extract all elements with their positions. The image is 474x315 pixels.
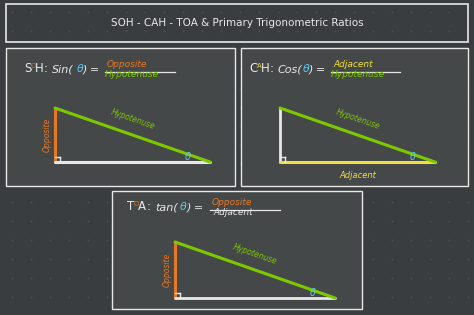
Text: θ: θ xyxy=(410,152,416,162)
Text: θ: θ xyxy=(310,288,316,298)
Text: Cos(: Cos( xyxy=(278,64,302,74)
Text: Hypotenuse: Hypotenuse xyxy=(334,107,381,131)
Bar xyxy=(112,191,362,309)
Text: Opposite: Opposite xyxy=(163,253,172,287)
Bar xyxy=(241,48,468,186)
Text: SOH - CAH - TOA & Primary Trigonometric Ratios: SOH - CAH - TOA & Primary Trigonometric … xyxy=(111,18,363,28)
Text: tan(: tan( xyxy=(155,202,178,212)
Text: Opposite: Opposite xyxy=(43,118,52,152)
Text: Hypotenuse: Hypotenuse xyxy=(105,70,159,79)
Text: :: : xyxy=(270,62,274,75)
Text: ) =: ) = xyxy=(187,202,204,212)
Text: Opposite: Opposite xyxy=(212,198,252,207)
Text: Sin(: Sin( xyxy=(52,64,73,74)
Text: A: A xyxy=(257,63,262,69)
Text: ) =: ) = xyxy=(309,64,326,74)
Text: Adjacent: Adjacent xyxy=(333,60,373,69)
Text: θ: θ xyxy=(185,152,191,162)
Text: Adjacent: Adjacent xyxy=(213,208,253,217)
Text: :: : xyxy=(147,200,151,213)
Text: Opposite: Opposite xyxy=(107,60,147,69)
Text: O: O xyxy=(134,201,139,207)
Text: Adjacent: Adjacent xyxy=(339,171,376,180)
Text: H: H xyxy=(261,62,270,75)
Text: Hypotenuse: Hypotenuse xyxy=(331,70,385,79)
Text: ) =: ) = xyxy=(83,64,100,74)
Text: S: S xyxy=(24,62,31,75)
Text: H: H xyxy=(35,62,44,75)
Text: :: : xyxy=(44,62,48,75)
Bar xyxy=(6,4,468,42)
Text: θ: θ xyxy=(180,202,187,212)
Bar xyxy=(6,48,235,186)
Text: θ: θ xyxy=(77,64,84,74)
Text: O: O xyxy=(31,63,36,69)
Text: C: C xyxy=(249,62,257,75)
Text: T: T xyxy=(127,200,134,213)
Text: Hypotenuse: Hypotenuse xyxy=(232,242,278,266)
Text: θ: θ xyxy=(303,64,310,74)
Text: A: A xyxy=(138,200,146,213)
Text: Hypotenuse: Hypotenuse xyxy=(109,107,155,131)
